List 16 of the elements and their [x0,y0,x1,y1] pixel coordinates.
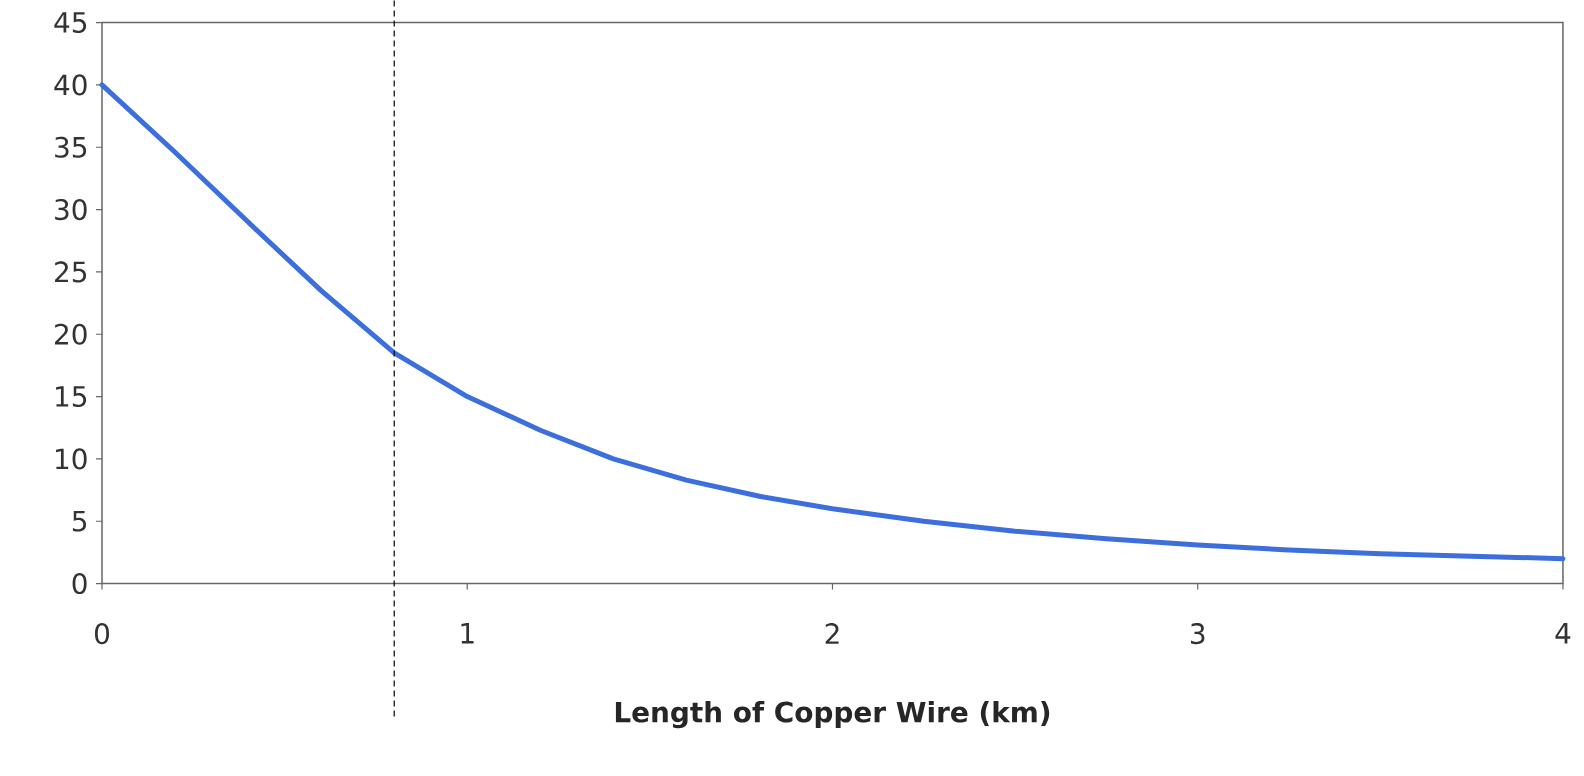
y-tick-label: 20 [55,323,87,345]
x-tick-label: 0 [94,623,110,645]
x-tick-label: 3 [1190,623,1205,645]
y-tick-label: 25 [55,261,87,283]
y-tick-label: 40 [54,74,87,96]
y-tick-label: 45 [54,12,87,34]
x-axis-title: Length of Copper Wire (km) [615,701,1050,729]
x-tick-label: 4 [1555,623,1571,644]
y-tick-label: 35 [55,136,87,158]
y-tick-label: 30 [55,199,87,221]
y-tick-label: 15 [56,386,87,408]
y-tick-label: 0 [72,573,87,595]
y-tick-label: 5 [72,511,87,532]
y-tick-label: 10 [56,448,87,470]
x-tick-label: 2 [825,623,839,645]
x-tick-label: 1 [461,623,474,644]
